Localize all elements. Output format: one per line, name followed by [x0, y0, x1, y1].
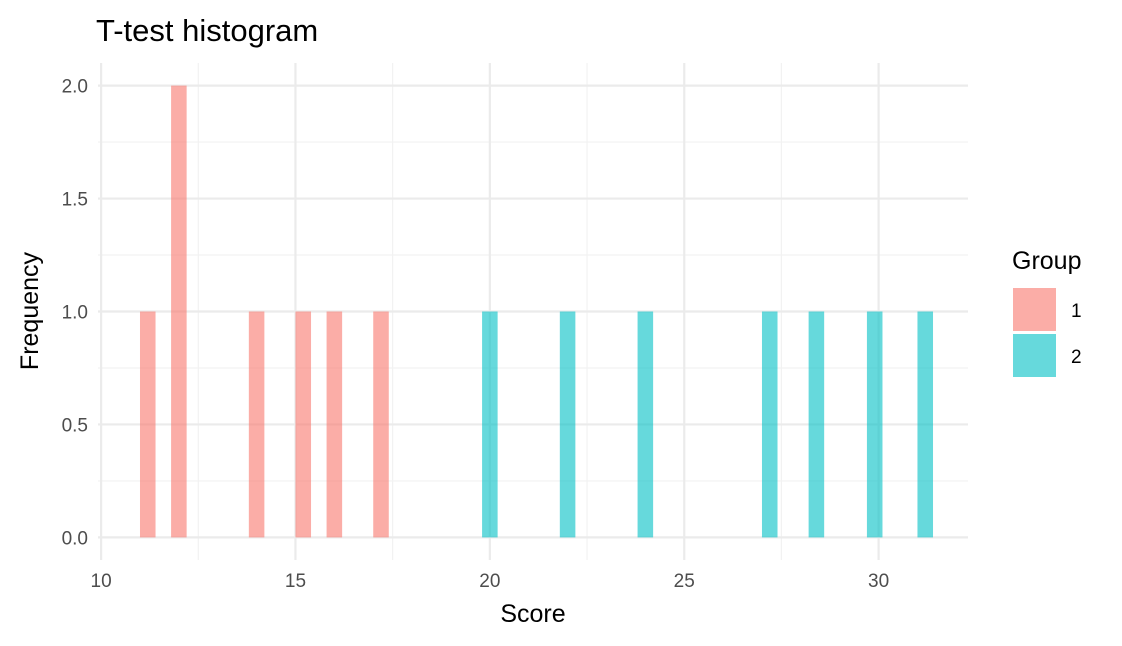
legend-key-1	[1013, 288, 1056, 331]
legend: Group 1 2	[1012, 247, 1082, 377]
bar-group1-4	[326, 311, 343, 538]
legend-label-2: 2	[1071, 347, 1082, 368]
y-axis-title: Frequency	[16, 251, 44, 370]
bar-group2-3	[761, 311, 778, 538]
x-tick-label-1: 15	[285, 571, 306, 592]
bar-group2-4	[808, 311, 825, 538]
legend-title: Group	[1012, 247, 1081, 275]
y-tick-label-0: 0.0	[62, 528, 88, 549]
bar-group2-5	[866, 311, 883, 538]
bar-group1-1	[171, 85, 187, 538]
y-tick-label-2: 1.0	[62, 303, 88, 324]
legend-label-1: 1	[1071, 301, 1082, 322]
x-axis-ticks: 10 15 20 25 30	[91, 571, 890, 592]
bar-group1-2	[248, 311, 265, 538]
histogram-bars	[139, 85, 934, 538]
y-axis-ticks: 0.0 0.5 1.0 1.5 2.0	[62, 77, 88, 550]
x-axis-title: Score	[500, 600, 565, 628]
legend-key-2	[1013, 334, 1056, 377]
bar-group1-5	[373, 311, 389, 538]
bar-group1-3	[295, 311, 312, 538]
plot-grid	[98, 63, 968, 560]
y-tick-label-3: 1.5	[62, 190, 88, 211]
bar-group1-0	[139, 311, 156, 538]
x-tick-label-4: 30	[868, 571, 889, 592]
x-tick-label-3: 25	[674, 571, 695, 592]
chart-title: T-test histogram	[96, 13, 318, 48]
x-tick-label-2: 20	[479, 571, 500, 592]
y-tick-label-4: 2.0	[62, 77, 88, 98]
x-tick-label-0: 10	[91, 571, 112, 592]
bar-group2-0	[482, 311, 498, 538]
bar-group2-2	[637, 311, 654, 538]
bar-group2-6	[917, 311, 934, 538]
y-tick-label-1: 0.5	[62, 415, 88, 436]
bar-group2-1	[559, 311, 576, 538]
